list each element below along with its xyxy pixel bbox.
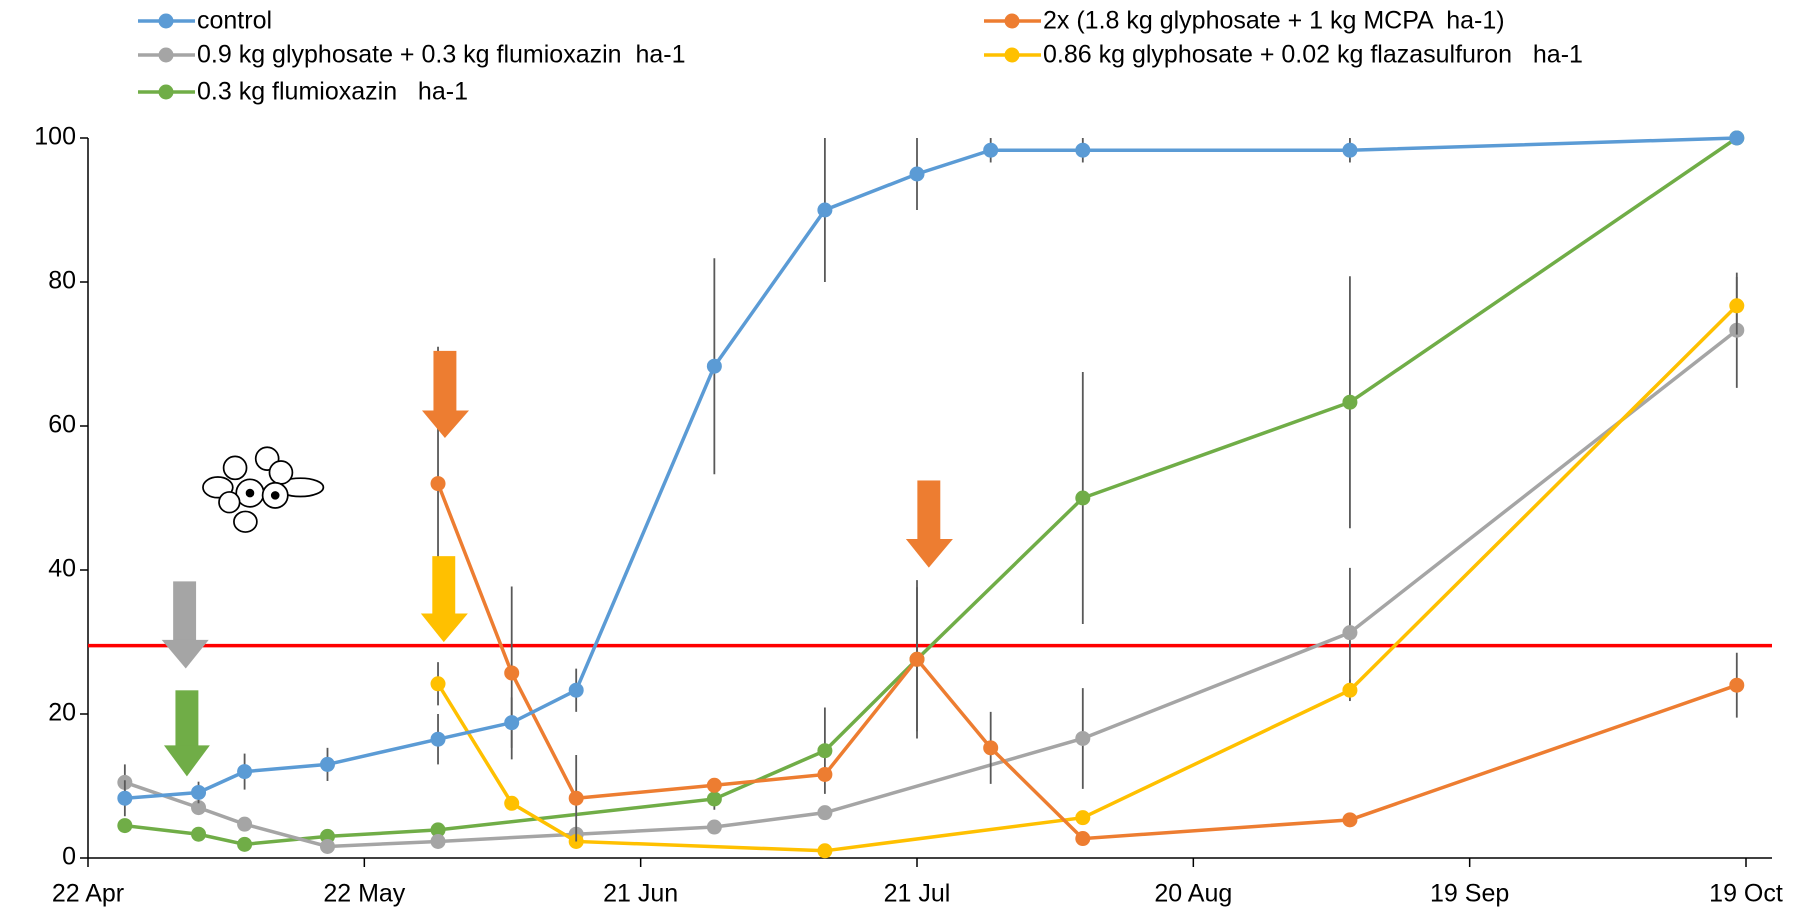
- data-point: [1729, 678, 1744, 693]
- data-point: [237, 764, 252, 779]
- legend-label: 0.9 kg glyphosate + 0.3 kg flumioxazin h…: [197, 41, 686, 69]
- data-point: [983, 740, 998, 755]
- yellow-arrow: [421, 556, 468, 642]
- data-point: [1729, 131, 1744, 146]
- y-tick-label: 100: [34, 123, 76, 151]
- legend-marker: [1005, 14, 1020, 29]
- data-point: [1075, 143, 1090, 158]
- data-point: [504, 715, 519, 730]
- data-point: [1342, 143, 1357, 158]
- legend-marker: [159, 14, 174, 29]
- y-tick-label: 0: [62, 843, 76, 871]
- data-point: [707, 778, 722, 793]
- data-point: [431, 834, 446, 849]
- data-point: [431, 476, 446, 491]
- data-point: [117, 791, 132, 806]
- legend-marker: [1005, 48, 1020, 63]
- data-point: [1342, 683, 1357, 698]
- green-arrow: [164, 690, 210, 776]
- legend-label: 2x (1.8 kg glyphosate + 1 kg MCPA ha-1): [1043, 7, 1505, 35]
- data-point: [1075, 731, 1090, 746]
- data-point: [1342, 625, 1357, 640]
- data-point: [431, 732, 446, 747]
- data-point: [707, 359, 722, 374]
- data-point: [1075, 831, 1090, 846]
- series-line: [438, 306, 1737, 851]
- x-tick-label: 21 Jun: [603, 880, 678, 908]
- data-point: [569, 791, 584, 806]
- legend-marker: [159, 85, 174, 100]
- data-point: [237, 817, 252, 832]
- x-tick-label: 20 Aug: [1154, 880, 1232, 908]
- series-line: [438, 484, 1737, 839]
- y-tick-label: 40: [48, 555, 76, 583]
- data-point: [1075, 810, 1090, 825]
- data-point: [431, 676, 446, 691]
- data-point: [320, 839, 335, 854]
- orange-arrow: [906, 480, 953, 567]
- orange-arrow: [422, 351, 469, 438]
- series-line: [125, 138, 1737, 798]
- data-point: [504, 665, 519, 680]
- data-point: [1729, 298, 1744, 313]
- data-point: [237, 837, 252, 852]
- x-tick-label: 19 Oct: [1709, 880, 1783, 908]
- plot-area: 0 20 40 60 80 100 22 Apr 22 May 21 Jun 21 Jul 20 A…: [34, 123, 1783, 908]
- legend-label: 0.3 kg flumioxazin ha-1: [197, 78, 468, 106]
- y-tick-label: 80: [48, 267, 76, 295]
- data-point: [191, 785, 206, 800]
- grey-arrow: [162, 581, 209, 668]
- data-point: [707, 791, 722, 806]
- data-point: [1075, 491, 1090, 506]
- y-tick-label: 20: [48, 699, 76, 727]
- y-tick-label: 60: [48, 411, 76, 439]
- data-point: [320, 757, 335, 772]
- data-point: [569, 683, 584, 698]
- x-tick-label: 21 Jul: [884, 880, 951, 908]
- legend-label: 0.86 kg glyphosate + 0.02 kg flazasulfur…: [1043, 41, 1583, 69]
- data-point: [1342, 395, 1357, 410]
- x-tick-label: 19 Sep: [1430, 880, 1509, 908]
- data-point: [817, 843, 832, 858]
- legend-marker: [159, 48, 174, 63]
- data-point: [1342, 812, 1357, 827]
- data-point: [910, 652, 925, 667]
- x-tick-label: 22 May: [323, 880, 405, 908]
- data-point: [817, 805, 832, 820]
- data-point: [707, 820, 722, 835]
- x-tick-label: 22 Apr: [52, 880, 124, 908]
- data-point: [817, 203, 832, 218]
- data-point: [504, 796, 519, 811]
- chart: 0 20 40 60 80 100 22 Apr 22 May 21 Jun 21 Jul 20 A…: [0, 0, 1798, 913]
- data-point: [817, 767, 832, 782]
- data-point: [817, 743, 832, 758]
- annotations: [162, 351, 953, 776]
- flower-icon: [203, 447, 323, 532]
- legend-label: control: [197, 7, 272, 35]
- data-point: [191, 827, 206, 842]
- data-point: [983, 143, 998, 158]
- data-point: [117, 818, 132, 833]
- data-point: [910, 167, 925, 182]
